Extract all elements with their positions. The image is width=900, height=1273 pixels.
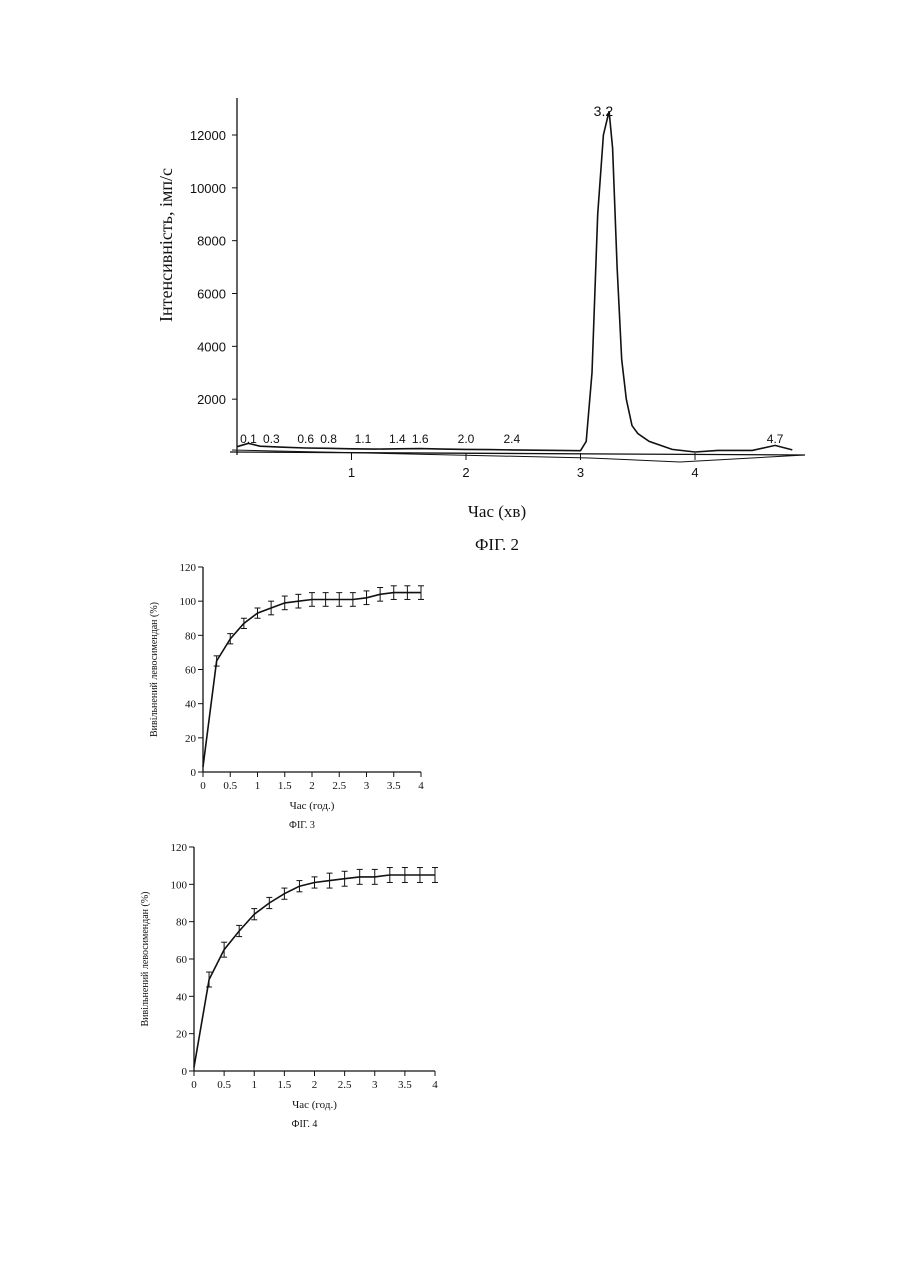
x-tick-label: 2 bbox=[462, 465, 469, 480]
y-axis-label: Інтенсивність, імп/с bbox=[156, 168, 176, 322]
y-tick-label: 100 bbox=[180, 596, 197, 608]
x-tick-label: 3 bbox=[364, 780, 370, 792]
x-tick-label: 3 bbox=[577, 465, 584, 480]
figure-caption: ФІГ. 2 bbox=[475, 535, 519, 554]
y-tick-label: 4000 bbox=[197, 339, 226, 354]
y-tick-label: 10000 bbox=[190, 181, 226, 196]
y-tick-label: 80 bbox=[176, 917, 188, 929]
y-tick-label: 40 bbox=[185, 699, 197, 711]
peak-label: 0.8 bbox=[320, 432, 337, 446]
y-tick-label: 20 bbox=[176, 1029, 188, 1041]
peak-label: 2.4 bbox=[503, 432, 520, 446]
x-tick-label: 4 bbox=[432, 1079, 438, 1091]
y-tick-label: 20 bbox=[185, 733, 197, 745]
y-tick-label: 120 bbox=[180, 562, 197, 574]
peak-label: 1.6 bbox=[412, 432, 429, 446]
y-tick-label: 0 bbox=[182, 1066, 188, 1078]
y-tick-label: 80 bbox=[185, 630, 197, 642]
peak-label: 3.2 bbox=[594, 103, 614, 119]
x-axis-label: Час (год.) bbox=[292, 1099, 337, 1111]
x-tick-label: 0.5 bbox=[223, 780, 237, 792]
peak-label: 0.6 bbox=[297, 432, 314, 446]
y-tick-label: 12000 bbox=[190, 128, 226, 143]
x-tick-label: 1 bbox=[255, 780, 261, 792]
release-chart-fig3: 0 20 40 60 80 100 120 0 0.5 1 1.5 2 2.5 3 3.5 4 Вивільне… bbox=[149, 562, 424, 831]
x-tick-label: 4 bbox=[418, 780, 424, 792]
x-tick-label: 1 bbox=[252, 1079, 258, 1091]
peak-label: 4.7 bbox=[767, 432, 784, 446]
x-tick-label: 3 bbox=[372, 1079, 378, 1091]
chromatogram-chart: 2000 4000 6000 8000 10000 12000 1 2 3 4 0.1 0.3 0.6 0… bbox=[156, 98, 805, 554]
y-tick-label: 60 bbox=[176, 954, 188, 966]
x-tick-label: 1 bbox=[348, 465, 355, 480]
peak-label: 1.1 bbox=[355, 432, 372, 446]
release-series-line bbox=[203, 593, 421, 767]
y-tick-label: 8000 bbox=[197, 234, 226, 249]
x-tick-label: 1.5 bbox=[278, 1079, 292, 1091]
x-tick-label: 2.5 bbox=[332, 780, 346, 792]
y-tick-label: 6000 bbox=[197, 287, 226, 302]
x-tick-label: 4 bbox=[691, 465, 698, 480]
peak-label: 0.1 bbox=[240, 432, 257, 446]
y-tick-label: 2000 bbox=[197, 392, 226, 407]
y-axis-label: Вивільнений левосимендан (%) bbox=[149, 602, 160, 737]
y-tick-label: 40 bbox=[176, 991, 188, 1003]
error-bar bbox=[281, 888, 287, 899]
y-axis-label: Вивільнений левосимендан (%) bbox=[140, 891, 151, 1026]
figure-caption: ФІГ. 4 bbox=[292, 1119, 318, 1130]
release-chart-fig4: 0 20 40 60 80 100 120 0 0.5 1 1.5 2 2.5 3 3.5 4 Вивільне… bbox=[140, 842, 438, 1130]
peak-label: 0.3 bbox=[263, 432, 280, 446]
x-tick-label: 0 bbox=[200, 780, 206, 792]
y-tick-label: 60 bbox=[185, 665, 197, 677]
x-tick-label: 0.5 bbox=[217, 1079, 231, 1091]
error-bar bbox=[251, 909, 257, 920]
x-tick-label: 1.5 bbox=[278, 780, 292, 792]
y-tick-label: 120 bbox=[171, 842, 188, 854]
peak-label: 2.0 bbox=[458, 432, 475, 446]
error-bar bbox=[236, 925, 242, 936]
x-axis bbox=[230, 452, 805, 455]
y-tick-label: 100 bbox=[171, 879, 188, 891]
x-axis-label: Час (год.) bbox=[290, 800, 335, 812]
x-axis-label: Час (хв) bbox=[468, 502, 526, 521]
peak-label: 1.4 bbox=[389, 432, 406, 446]
x-tick-label: 3.5 bbox=[398, 1079, 412, 1091]
x-tick-label: 0 bbox=[191, 1079, 197, 1091]
error-bar bbox=[266, 897, 272, 908]
x-tick-label: 3.5 bbox=[387, 780, 401, 792]
x-tick-label: 2 bbox=[309, 780, 315, 792]
x-tick-label: 2.5 bbox=[338, 1079, 352, 1091]
figure-caption: ФІГ. 3 bbox=[289, 820, 315, 831]
chromatogram-series-line bbox=[237, 111, 792, 452]
x-tick-label: 2 bbox=[312, 1079, 318, 1091]
y-tick-label: 0 bbox=[191, 767, 197, 779]
release-series-line bbox=[194, 875, 435, 1067]
baseline-line bbox=[232, 450, 805, 462]
